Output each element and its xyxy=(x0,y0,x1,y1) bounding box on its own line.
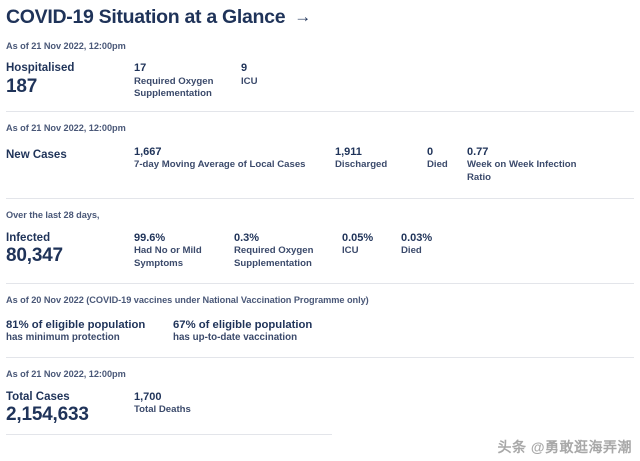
hospitalised-row: Hospitalised 187 17 Required Oxygen Supp… xyxy=(6,61,634,109)
total-deaths-item: 1,700 Total Deaths xyxy=(134,391,244,417)
infected-mild-label: Had No or Mild Symptoms xyxy=(134,245,202,269)
new-cases-moving-average-value: 1,667 xyxy=(134,145,162,158)
infected-oxygen-label: Required Oxygen Supplementation xyxy=(234,245,314,269)
hospitalised-label: Hospitalised xyxy=(6,62,75,75)
new-cases-discharged-item: 1,911 Discharged xyxy=(335,146,417,172)
infected-icu-value: 0.05% xyxy=(342,231,374,244)
divider-5 xyxy=(6,433,332,435)
total-deaths-label: Total Deaths xyxy=(134,404,191,416)
divider-2 xyxy=(6,197,634,199)
hospitalised-total: 187 xyxy=(6,75,38,97)
page-title: COVID-19 Situation at a Glance xyxy=(6,6,286,28)
infected-died-item: 0.03% Died xyxy=(401,232,459,258)
vaccination-up-to-date-item: 67% of eligible population has up-to-dat… xyxy=(173,318,353,345)
totals-caption: As of 21 Nov 2022, 12:00pm xyxy=(6,368,126,379)
infected-died-value: 0.03% xyxy=(401,231,433,244)
hospitalised-summary: Hospitalised 187 xyxy=(6,61,134,97)
new-cases-moving-average-item: 1,667 7-day Moving Average of Local Case… xyxy=(134,146,334,172)
infected-total: 80,347 xyxy=(6,244,63,266)
new-cases-wow-ratio-label: Week on Week Infection Ratio xyxy=(467,159,577,183)
infected-mild-value: 99.6% xyxy=(134,231,166,244)
new-cases-died-label: Died xyxy=(427,159,448,171)
hospitalised-caption: As of 21 Nov 2022, 12:00pm xyxy=(6,41,126,52)
infected-label: Infected xyxy=(6,231,51,244)
total-cases-label: Total Cases xyxy=(6,390,70,403)
vaccination-minimum-protection-sub: has minimum protection xyxy=(6,332,120,344)
vaccination-minimum-protection-item: 81% of eligible population has minimum p… xyxy=(6,318,171,345)
new-cases-died-value: 0 xyxy=(427,145,434,158)
new-cases-wow-ratio-value: 0.77 xyxy=(467,145,489,158)
vaccination-caption: As of 20 Nov 2022 (COVID-19 vaccines und… xyxy=(6,294,369,305)
hospitalised-oxygen-value: 17 xyxy=(134,62,147,75)
arrow-right-icon[interactable]: → xyxy=(294,7,312,27)
infected-oxygen-item: 0.3% Required Oxygen Supplementation xyxy=(234,232,334,270)
new-cases-discharged-label: Discharged xyxy=(335,159,388,171)
total-cases-value: 2,154,633 xyxy=(6,403,89,425)
new-cases-died-item: 0 Died xyxy=(427,146,467,172)
new-cases-row: New Cases 1,667 7-day Moving Average of … xyxy=(6,146,634,198)
infected-icu-label: ICU xyxy=(342,245,359,257)
total-cases-summary: Total Cases 2,154,633 xyxy=(6,390,134,426)
vaccination-up-to-date-headline: 67% of eligible population xyxy=(173,318,313,331)
infected-caption: Over the last 28 days, xyxy=(6,209,100,220)
new-cases-moving-average-label: 7-day Moving Average of Local Cases xyxy=(134,159,306,171)
new-cases-caption: As of 21 Nov 2022, 12:00pm xyxy=(6,123,126,134)
hospitalised-oxygen-item: 17 Required Oxygen Supplementation xyxy=(134,62,234,100)
vaccination-row: 81% of eligible population has minimum p… xyxy=(6,318,634,354)
hospitalised-icu-item: 9 ICU xyxy=(241,62,331,88)
divider-3 xyxy=(6,282,634,284)
infected-row: Infected 80,347 99.6% Had No or Mild Sym… xyxy=(6,231,634,279)
divider-1 xyxy=(6,111,634,113)
divider-4 xyxy=(6,356,634,358)
totals-row: Total Cases 2,154,633 1,700 Total Deaths xyxy=(6,390,634,434)
watermark: 头条 @勇敢逛海弄潮 xyxy=(497,439,632,455)
infected-mild-item: 99.6% Had No or Mild Symptoms xyxy=(134,232,229,270)
new-cases-summary: New Cases xyxy=(6,148,134,162)
total-deaths-value: 1,700 xyxy=(134,390,162,403)
infected-oxygen-value: 0.3% xyxy=(234,231,260,244)
vaccination-up-to-date-sub: has up-to-date vaccination xyxy=(173,332,298,344)
infected-died-label: Died xyxy=(401,245,422,257)
hospitalised-oxygen-label: Required Oxygen Supplementation xyxy=(134,76,214,100)
infected-summary: Infected 80,347 xyxy=(6,231,134,267)
new-cases-discharged-value: 1,911 xyxy=(335,145,362,158)
page-header: COVID-19 Situation at a Glance → xyxy=(6,0,634,28)
infected-icu-item: 0.05% ICU xyxy=(342,232,400,258)
hospitalised-icu-value: 9 xyxy=(241,62,248,75)
new-cases-label: New Cases xyxy=(6,148,67,161)
vaccination-minimum-protection-headline: 81% of eligible population xyxy=(6,318,146,331)
hospitalised-icu-label: ICU xyxy=(241,76,258,88)
new-cases-wow-ratio-item: 0.77 Week on Week Infection Ratio xyxy=(467,146,597,184)
